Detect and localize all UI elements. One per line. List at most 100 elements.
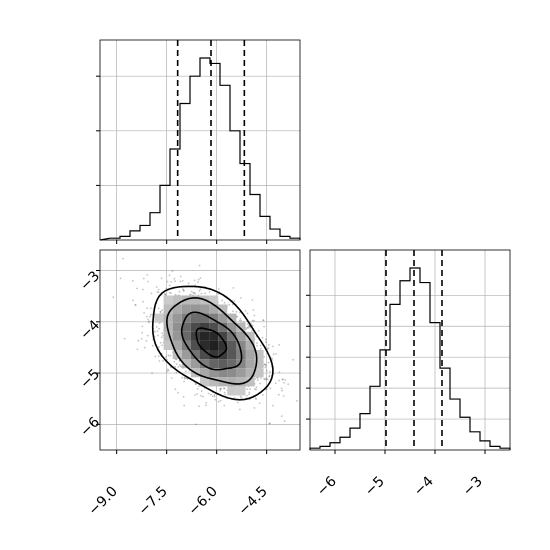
scatter-point: [183, 380, 186, 383]
density-cell: [227, 350, 237, 360]
scatter-point: [207, 392, 210, 395]
scatter-point: [239, 297, 242, 299]
scatter-point: [244, 309, 247, 312]
scatter-point: [134, 304, 137, 306]
density-cell: [190, 359, 200, 369]
density-cell: [181, 304, 191, 314]
scatter-point: [199, 288, 202, 291]
scatter-point: [146, 334, 149, 337]
scatter-point: [159, 311, 162, 314]
scatter-point: [261, 336, 264, 339]
scatter-point: [283, 420, 286, 423]
scatter-point: [155, 286, 158, 288]
density-cell: [190, 322, 200, 332]
scatter-point: [179, 365, 182, 368]
scatter-point: [223, 387, 225, 390]
scatter-point: [242, 321, 245, 323]
scatter-point: [163, 292, 166, 295]
scatter-point: [162, 334, 165, 337]
density-cell: [181, 322, 191, 332]
scatter-point: [248, 391, 251, 394]
density-cell: [163, 304, 173, 314]
scatter-point: [190, 290, 193, 293]
density-cell: [227, 359, 237, 369]
scatter-point: [213, 395, 216, 398]
density-cell: [236, 331, 246, 341]
tick-label: −9.0: [85, 484, 120, 519]
density-cell: [172, 331, 182, 341]
density-cell: [200, 368, 210, 378]
scatter-point: [200, 390, 203, 393]
panel-frame: [99, 39, 301, 241]
scatter-point: [182, 289, 185, 292]
scatter-point: [174, 293, 177, 296]
density-cell: [218, 340, 228, 350]
scatter-point: [268, 422, 271, 425]
scatter-point: [223, 391, 226, 394]
density-cell: [209, 350, 219, 360]
scatter-point: [185, 377, 187, 379]
density-cell: [227, 368, 237, 378]
scatter-point: [174, 388, 177, 391]
scatter-point: [196, 393, 199, 395]
scatter-point: [157, 291, 160, 294]
scatter-point: [269, 370, 271, 373]
scatter-point: [260, 347, 262, 350]
scatter-point: [196, 388, 199, 390]
scatter-point: [200, 292, 203, 295]
contour-line: [166, 297, 258, 385]
density-cell: [227, 377, 237, 387]
density-cell: [200, 377, 210, 387]
contour-line: [195, 327, 228, 358]
scatter-point: [275, 353, 277, 355]
density-cell: [254, 350, 264, 360]
scatter-point: [228, 303, 231, 306]
scatter-point: [179, 280, 182, 283]
scatter-point: [198, 405, 201, 408]
scatter-point: [259, 382, 261, 385]
scatter-point: [217, 400, 220, 403]
scatter-point: [184, 370, 187, 373]
scatter-point: [156, 291, 159, 293]
density-cell: [218, 322, 228, 332]
scatter-point: [112, 296, 115, 299]
tick-label: −5: [362, 474, 388, 500]
scatter-point: [255, 398, 258, 400]
scatter-point: [157, 288, 160, 291]
scatter-point: [248, 325, 251, 328]
histogram-steps: [99, 57, 301, 241]
scatter-point: [154, 330, 156, 333]
scatter-point: [219, 388, 222, 390]
scatter-point: [194, 284, 197, 287]
scatter-point: [146, 274, 149, 276]
scatter-point: [209, 393, 212, 396]
density-cell: [209, 377, 219, 387]
scatter-point: [192, 291, 195, 294]
scatter-point: [265, 378, 268, 381]
density-cell: [236, 322, 246, 332]
scatter-point: [168, 291, 171, 294]
panel-joint-density: [96, 249, 301, 454]
density-cell: [190, 350, 200, 360]
scatter-point: [158, 360, 161, 362]
scatter-point: [217, 288, 220, 290]
scatter-point: [161, 309, 164, 312]
scatter-point: [249, 326, 251, 329]
scatter-point: [263, 356, 265, 358]
scatter-point: [202, 395, 204, 398]
scatter-point: [141, 331, 144, 334]
scatter-point: [159, 310, 162, 313]
scatter-point: [251, 319, 254, 322]
scatter-point: [263, 378, 265, 380]
scatter-point: [236, 315, 239, 318]
scatter-point: [268, 375, 271, 378]
scatter-point: [167, 369, 170, 372]
scatter-point: [296, 400, 298, 402]
scatter-point: [188, 370, 191, 372]
scatter-point: [183, 377, 186, 380]
scatter-point: [268, 344, 270, 346]
density-cell: [245, 331, 255, 341]
density-cell: [172, 313, 182, 323]
scatter-point: [240, 319, 243, 322]
scatter-point: [199, 277, 202, 279]
